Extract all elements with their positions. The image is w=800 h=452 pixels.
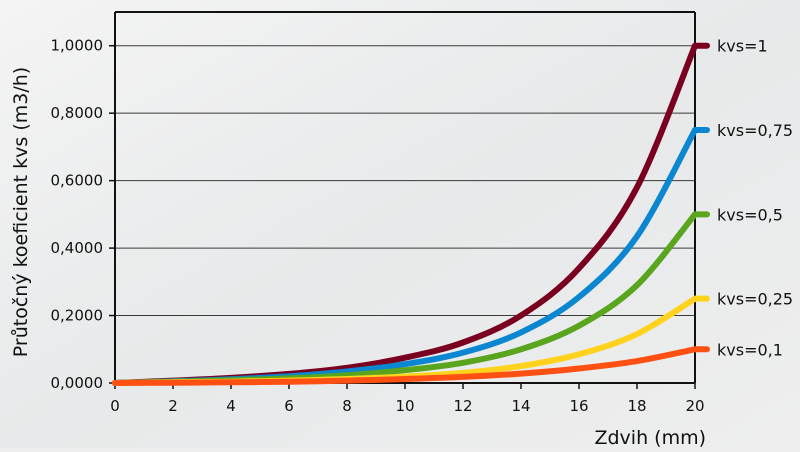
x-tick-label: 12 xyxy=(453,397,472,415)
y-axis-title: Průtočný koeficient kvs (m3/h) xyxy=(10,67,32,357)
legend-label: kvs=0,25 xyxy=(717,290,793,309)
x-tick-label: 2 xyxy=(168,397,178,415)
legend-label: kvs=1 xyxy=(717,37,768,56)
legend-label: kvs=0,75 xyxy=(717,121,793,140)
series-lines xyxy=(112,42,698,386)
y-tick-label: 0,2000 xyxy=(51,307,104,325)
legend: kvs=1 kvs=0,75 kvs=0,5 kvs=0,25 kvs=0,1 xyxy=(692,37,793,359)
legend-label: kvs=0,1 xyxy=(717,340,783,359)
x-tick-label: 16 xyxy=(569,397,588,415)
x-tick-label: 20 xyxy=(685,397,704,415)
x-tick-label: 18 xyxy=(627,397,646,415)
y-tick-label: 0,6000 xyxy=(51,172,104,190)
x-tick-label: 8 xyxy=(342,397,352,415)
y-tick-label: 0,8000 xyxy=(51,104,104,122)
x-tick-label: 6 xyxy=(284,397,294,415)
y-tick-label: 0,4000 xyxy=(51,239,104,257)
x-tick-label: 14 xyxy=(511,397,530,415)
y-tick-label: 0,0000 xyxy=(51,374,104,392)
x-axis-title: Zdvih (mm) xyxy=(594,427,706,448)
series-line xyxy=(112,346,698,386)
x-tick-label: 0 xyxy=(110,397,120,415)
y-tick-label: 1,0000 xyxy=(51,37,104,55)
x-tick-label: 4 xyxy=(226,397,236,415)
x-tick-label: 10 xyxy=(395,397,414,415)
legend-label: kvs=0,5 xyxy=(717,205,783,224)
